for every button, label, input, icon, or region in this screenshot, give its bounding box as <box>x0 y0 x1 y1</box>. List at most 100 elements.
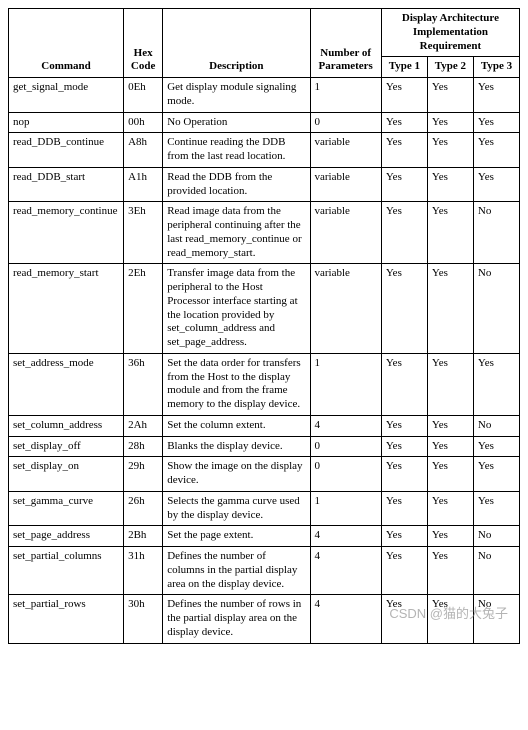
table-row: set_partial_columns31hDefines the number… <box>9 547 520 595</box>
cell-command: read_memory_continue <box>9 202 124 264</box>
cell-hex: 30h <box>124 595 163 643</box>
cell-description: Defines the number of rows in the partia… <box>163 595 310 643</box>
cell-num-params: 0 <box>310 112 381 133</box>
cell-type3: No <box>473 526 519 547</box>
table-row: nop00hNo Operation0YesYesYes <box>9 112 520 133</box>
cell-type1: Yes <box>381 547 427 595</box>
cell-command: set_column_address <box>9 415 124 436</box>
cell-type3: No <box>473 415 519 436</box>
cell-type3: Yes <box>473 78 519 113</box>
cell-type1: Yes <box>381 78 427 113</box>
cell-type3: No <box>473 547 519 595</box>
cell-description: Get display module signaling mode. <box>163 78 310 113</box>
commands-table: Command Hex Code Description Number of P… <box>8 8 520 644</box>
header-type1: Type 1 <box>381 57 427 78</box>
cell-command: set_address_mode <box>9 353 124 415</box>
cell-hex: 28h <box>124 436 163 457</box>
cell-num-params: 0 <box>310 436 381 457</box>
header-type2: Type 2 <box>427 57 473 78</box>
cell-type2: Yes <box>427 353 473 415</box>
cell-num-params: variable <box>310 264 381 354</box>
cell-type1: Yes <box>381 526 427 547</box>
cell-type3: No <box>473 202 519 264</box>
table-row: set_display_off28hBlanks the display dev… <box>9 436 520 457</box>
cell-hex: 36h <box>124 353 163 415</box>
cell-hex: 00h <box>124 112 163 133</box>
cell-type3: Yes <box>473 436 519 457</box>
cell-command: get_signal_mode <box>9 78 124 113</box>
cell-num-params: 4 <box>310 595 381 643</box>
cell-type1: Yes <box>381 457 427 492</box>
cell-command: read_memory_start <box>9 264 124 354</box>
cell-type2: Yes <box>427 436 473 457</box>
table-row: set_gamma_curve26hSelects the gamma curv… <box>9 491 520 526</box>
cell-description: Set the column extent. <box>163 415 310 436</box>
cell-type2: Yes <box>427 457 473 492</box>
cell-type1: Yes <box>381 167 427 202</box>
cell-type1: Yes <box>381 595 427 643</box>
header-hex: Hex Code <box>124 9 163 78</box>
cell-description: Transfer image data from the peripheral … <box>163 264 310 354</box>
cell-type2: Yes <box>427 526 473 547</box>
cell-description: Set the data order for transfers from th… <box>163 353 310 415</box>
cell-num-params: variable <box>310 133 381 168</box>
table-row: read_DDB_continueA8hContinue reading the… <box>9 133 520 168</box>
cell-num-params: variable <box>310 167 381 202</box>
cell-num-params: variable <box>310 202 381 264</box>
header-arch-group: Display Architecture Implementation Requ… <box>381 9 519 57</box>
cell-type3: No <box>473 595 519 643</box>
cell-command: set_display_on <box>9 457 124 492</box>
cell-type2: Yes <box>427 547 473 595</box>
cell-type3: Yes <box>473 112 519 133</box>
cell-type1: Yes <box>381 264 427 354</box>
cell-hex: 3Eh <box>124 202 163 264</box>
cell-hex: 0Eh <box>124 78 163 113</box>
table-row: set_display_on29hShow the image on the d… <box>9 457 520 492</box>
cell-command: set_gamma_curve <box>9 491 124 526</box>
cell-num-params: 0 <box>310 457 381 492</box>
cell-description: Show the image on the display device. <box>163 457 310 492</box>
table-row: set_page_address2BhSet the page extent.4… <box>9 526 520 547</box>
cell-type2: Yes <box>427 133 473 168</box>
cell-hex: A1h <box>124 167 163 202</box>
cell-hex: 29h <box>124 457 163 492</box>
cell-command: set_display_off <box>9 436 124 457</box>
cell-type1: Yes <box>381 436 427 457</box>
table-header: Command Hex Code Description Number of P… <box>9 9 520 78</box>
cell-command: set_partial_rows <box>9 595 124 643</box>
cell-type2: Yes <box>427 264 473 354</box>
cell-type2: Yes <box>427 112 473 133</box>
header-type3: Type 3 <box>473 57 519 78</box>
cell-type1: Yes <box>381 353 427 415</box>
cell-type1: Yes <box>381 202 427 264</box>
table-row: set_address_mode36hSet the data order fo… <box>9 353 520 415</box>
cell-type3: Yes <box>473 167 519 202</box>
cell-command: nop <box>9 112 124 133</box>
cell-description: No Operation <box>163 112 310 133</box>
cell-num-params: 1 <box>310 491 381 526</box>
cell-type2: Yes <box>427 167 473 202</box>
cell-hex: A8h <box>124 133 163 168</box>
cell-command: set_page_address <box>9 526 124 547</box>
cell-type1: Yes <box>381 133 427 168</box>
table-row: set_column_address2AhSet the column exte… <box>9 415 520 436</box>
header-command: Command <box>9 9 124 78</box>
cell-hex: 26h <box>124 491 163 526</box>
cell-num-params: 1 <box>310 353 381 415</box>
cell-description: Continue reading the DDB from the last r… <box>163 133 310 168</box>
table-row: get_signal_mode0EhGet display module sig… <box>9 78 520 113</box>
cell-type2: Yes <box>427 595 473 643</box>
cell-hex: 2Bh <box>124 526 163 547</box>
cell-type1: Yes <box>381 415 427 436</box>
cell-type2: Yes <box>427 491 473 526</box>
cell-description: Read the DDB from the provided location. <box>163 167 310 202</box>
cell-type3: Yes <box>473 491 519 526</box>
header-num-params: Number of Parameters <box>310 9 381 78</box>
cell-command: read_DDB_continue <box>9 133 124 168</box>
cell-description: Selects the gamma curve used by the disp… <box>163 491 310 526</box>
cell-type1: Yes <box>381 112 427 133</box>
table-row: read_DDB_startA1hRead the DDB from the p… <box>9 167 520 202</box>
cell-num-params: 4 <box>310 415 381 436</box>
cell-hex: 2Eh <box>124 264 163 354</box>
table-body: get_signal_mode0EhGet display module sig… <box>9 78 520 644</box>
